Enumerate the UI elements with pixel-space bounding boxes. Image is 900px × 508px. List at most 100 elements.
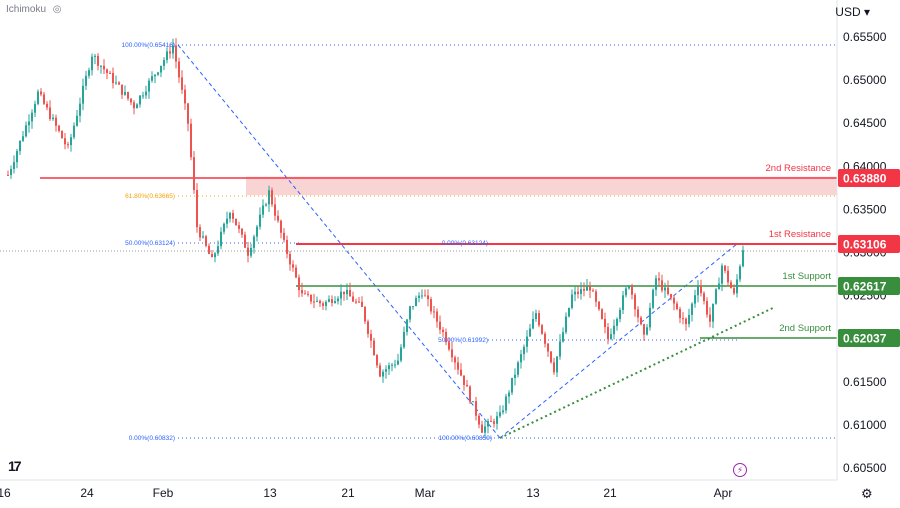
candle-body (367, 321, 369, 334)
candle-body (34, 103, 36, 113)
level-badge-text-2: 0.62617 (843, 280, 887, 294)
candle-body (403, 331, 405, 348)
candle-body (151, 76, 153, 81)
candle-body (484, 426, 486, 433)
candle-body (235, 218, 237, 226)
candle-body (589, 286, 591, 291)
candle-body (298, 277, 300, 291)
candle-body (562, 332, 564, 342)
candle-body (559, 341, 561, 357)
candle-body (202, 236, 204, 238)
fib-label-2: 50.00%(0.63124) (125, 240, 175, 247)
candle-body (529, 328, 531, 337)
candle-body (391, 364, 393, 366)
fib-diagonal-down (177, 44, 501, 439)
candle-body (283, 232, 285, 240)
y-tick-10: 0.60500 (843, 461, 887, 475)
candle-body (199, 227, 201, 238)
candle-body (277, 215, 279, 221)
candle-body (370, 333, 372, 341)
candle-body (415, 297, 417, 307)
candle-body (208, 245, 210, 254)
fib-label-5: 50.00%(0.61992) (438, 337, 488, 344)
candle-body (166, 51, 168, 61)
candle-body (100, 65, 102, 67)
lightning-icon[interactable]: ⚡ (733, 463, 747, 477)
candle-body (421, 295, 423, 297)
candle-body (703, 293, 705, 302)
candle-body (715, 289, 717, 304)
support-trendline (499, 306, 776, 439)
candle-body (313, 301, 315, 303)
candle-body (163, 60, 165, 66)
candle-body (181, 77, 183, 90)
candle-body (364, 306, 366, 322)
candle-body (592, 290, 594, 292)
candle-body (448, 342, 450, 350)
candle-body (223, 223, 225, 232)
candle-body (229, 212, 231, 219)
candle-body (709, 314, 711, 322)
candle-body (106, 69, 108, 73)
candle-body (436, 311, 438, 322)
candle-body (70, 137, 72, 146)
candle-body (28, 121, 30, 126)
candle-body (706, 301, 708, 315)
candle-body (679, 309, 681, 319)
candle-body (733, 288, 735, 294)
gear-icon[interactable]: ⚙ (861, 486, 873, 501)
candle-body (109, 72, 111, 74)
candle-body (82, 85, 84, 104)
candle-body (217, 246, 219, 254)
candle-body (682, 318, 684, 320)
candle-body (13, 162, 15, 169)
candle-body (232, 212, 234, 219)
candle-body (259, 214, 261, 227)
level-badge-text-0: 0.63880 (843, 172, 887, 186)
level-label-2: 1st Support (782, 271, 831, 282)
candle-body (631, 285, 633, 295)
candle-body (727, 270, 729, 283)
level-badge-3 (838, 329, 900, 347)
candle-body (514, 374, 516, 378)
candle-body (673, 297, 675, 304)
candle-body (685, 318, 687, 325)
candle-body (304, 293, 306, 295)
x-tick-6: 13 (526, 486, 540, 500)
candle-body (40, 91, 42, 95)
candle-body (10, 168, 12, 176)
candle-body (73, 125, 75, 138)
candle-body (613, 325, 615, 335)
eye-off-icon[interactable]: ◎ (52, 4, 62, 15)
candle-body (334, 301, 336, 303)
candle-body (472, 401, 474, 403)
candle-body (634, 294, 636, 310)
candle-body (169, 51, 171, 54)
y-tick-4: 0.63500 (843, 202, 887, 216)
candle-body (556, 356, 558, 373)
candle-body (361, 301, 363, 307)
candle-body (547, 343, 549, 352)
candle-body (382, 371, 384, 377)
fib-label-4: 0.00%(0.63124) (442, 240, 488, 247)
candle-body (376, 355, 378, 366)
y-tick-0: 0.65500 (843, 30, 887, 44)
candle-body (19, 140, 21, 152)
indicator-legend[interactable]: Ichimoku ◎ (6, 4, 62, 15)
candle-body (496, 416, 498, 424)
fib-label-1: 61.80%(0.63665) (125, 193, 175, 200)
candle-body (502, 410, 504, 413)
candle-body (490, 421, 492, 423)
candle-body (7, 174, 9, 176)
candle-body (301, 290, 303, 294)
candle-body (625, 288, 627, 296)
candle-body (442, 329, 444, 332)
currency-selector[interactable]: USD ▾ (835, 5, 870, 19)
x-tick-0: 16 (0, 486, 11, 500)
candle-body (526, 336, 528, 347)
candle-body (172, 45, 174, 54)
candle-body (328, 299, 330, 302)
indicator-name: Ichimoku (6, 4, 47, 15)
y-tick-2: 0.64500 (843, 116, 887, 130)
